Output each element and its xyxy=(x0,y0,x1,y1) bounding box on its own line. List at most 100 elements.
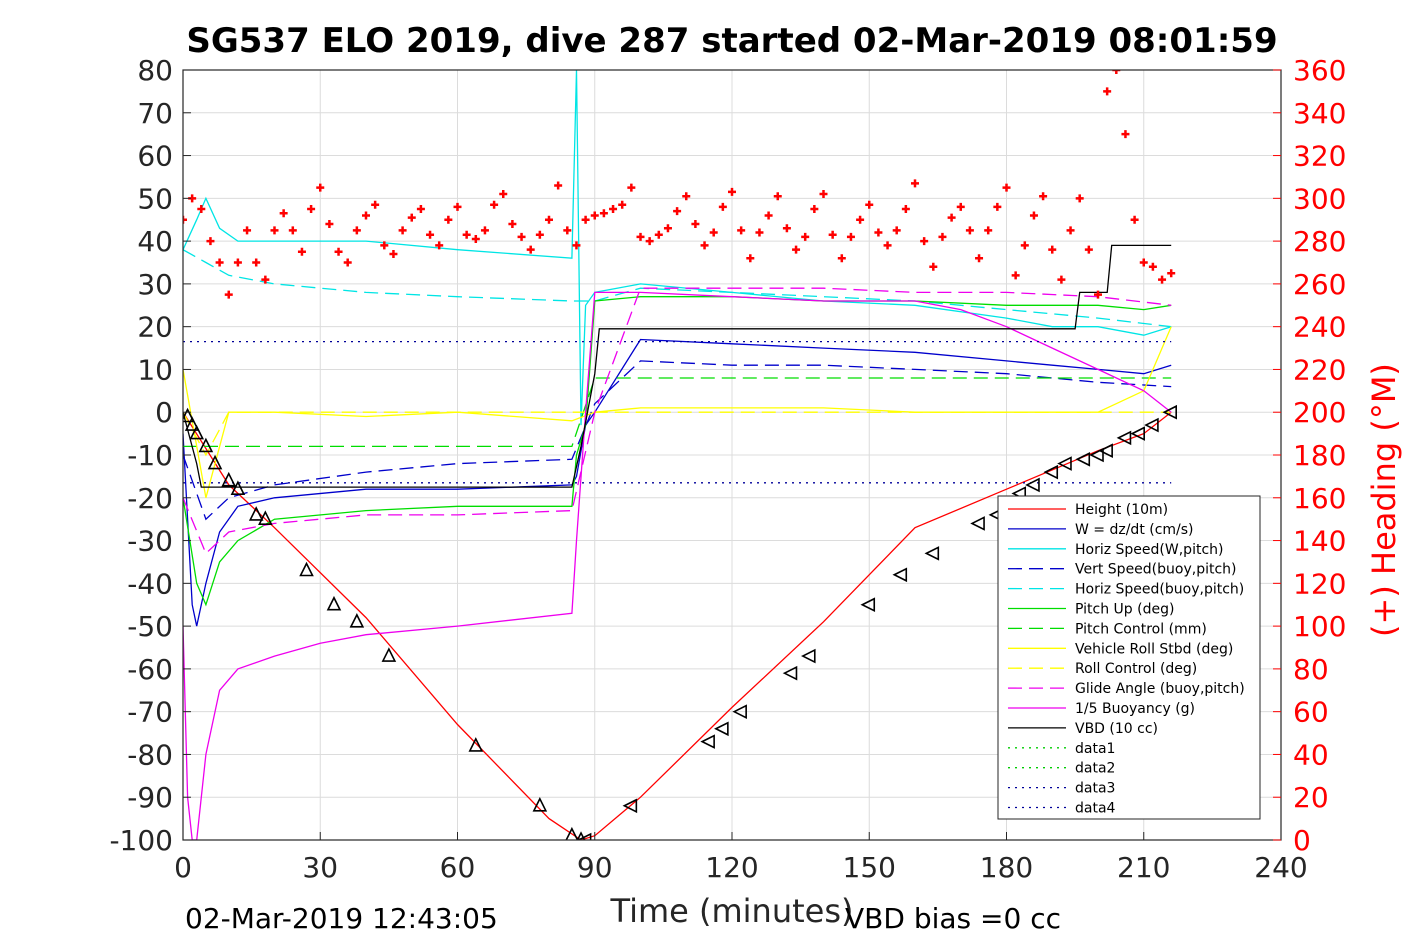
heading-point xyxy=(901,205,910,214)
y-right-tick-label: 320 xyxy=(1293,140,1346,173)
heading-point xyxy=(1020,241,1029,250)
y-tick-label: -90 xyxy=(127,781,173,814)
legend-entry: W = dz/dt (cm/s) xyxy=(1075,522,1194,538)
heading-point xyxy=(792,245,801,254)
marker-ascent xyxy=(576,832,592,840)
heading-point xyxy=(609,205,618,214)
marker-ascent xyxy=(1089,447,1104,463)
heading-point xyxy=(892,226,901,235)
y-tick-label: 30 xyxy=(137,268,173,301)
marker-ascent xyxy=(1043,464,1059,480)
heading-point xyxy=(297,247,306,256)
legend: Height (10m) W = dz/dt (cm/s) Horiz Speed(… xyxy=(997,495,1261,820)
heading-point xyxy=(764,211,773,220)
marker-descent xyxy=(183,407,195,423)
heading-point xyxy=(1094,290,1102,299)
heading-point xyxy=(554,181,563,190)
legend-box xyxy=(997,495,1261,820)
y-tick-label: -50 xyxy=(127,610,173,643)
heading-point xyxy=(874,228,883,237)
heading-point xyxy=(183,215,187,224)
x-tick-label: 180 xyxy=(980,851,1033,884)
heading-point xyxy=(1167,269,1176,278)
marker-descent xyxy=(221,471,237,487)
heading-point xyxy=(1039,192,1048,201)
y-tick-label: 80 xyxy=(137,54,173,87)
y-tick-label: 70 xyxy=(137,97,173,130)
heading-point xyxy=(801,232,810,241)
heading-point xyxy=(1158,275,1167,284)
heading-point xyxy=(993,202,1002,211)
series-horiz-speed-buoy-pitch xyxy=(183,249,1172,328)
y-right-tick-label: 180 xyxy=(1293,439,1346,472)
series-vehicle-roll-stbd-deg xyxy=(183,326,1172,498)
plot-area xyxy=(183,70,1177,840)
heading-point xyxy=(819,190,828,199)
marker-ascent xyxy=(700,734,715,749)
heading-point xyxy=(243,226,252,235)
footer-timestamp: 02-Mar-2019 12:43:05 xyxy=(185,902,498,935)
heading-point xyxy=(1112,70,1121,74)
x-tick-label: 240 xyxy=(1254,851,1307,884)
heading-point xyxy=(215,258,224,267)
y-tick-label: -60 xyxy=(127,653,173,686)
heading-point xyxy=(1029,211,1038,220)
heading-point xyxy=(563,226,572,235)
y-tick-label: -40 xyxy=(127,567,173,600)
heading-point xyxy=(508,220,517,228)
x-tick-label: 120 xyxy=(705,851,758,884)
marker-ascent xyxy=(1098,443,1113,459)
y-tick-label: -100 xyxy=(109,824,173,857)
marker-descent xyxy=(230,480,246,496)
y-tick-label: -70 xyxy=(127,696,173,729)
heading-point xyxy=(352,226,361,235)
legend-entry: data4 xyxy=(1075,801,1116,817)
heading-point xyxy=(426,230,435,239)
heading-point xyxy=(371,200,380,209)
heading-point xyxy=(1075,194,1084,203)
heading-point xyxy=(1084,245,1093,254)
heading-point xyxy=(984,226,993,235)
marker-ascent xyxy=(1025,477,1040,493)
series-layer xyxy=(183,70,1172,840)
y-right-tick-label: 0 xyxy=(1293,824,1311,857)
heading-point xyxy=(700,241,709,250)
series-glide-angle-buoy-pitch xyxy=(183,287,1172,555)
y-right-tick-label: 240 xyxy=(1293,311,1346,344)
heading-point xyxy=(389,249,398,258)
legend-entry: data2 xyxy=(1075,761,1115,777)
heading-point xyxy=(453,202,462,211)
marker-descent xyxy=(189,424,205,440)
marker-ascent xyxy=(860,597,876,613)
x-tick-label: 30 xyxy=(302,851,338,884)
legend-entry: Roll Control (deg) xyxy=(1075,661,1197,677)
heading-point xyxy=(673,207,682,216)
marker-ascent xyxy=(732,704,747,719)
heading-point xyxy=(444,215,453,224)
legend-entry: Horiz Speed(W,pitch) xyxy=(1075,542,1223,558)
legend-entry: Height (10m) xyxy=(1075,502,1168,518)
marker-ascent xyxy=(1144,417,1159,433)
legend-entry: Horiz Speed(buoy,pitch) xyxy=(1075,582,1244,598)
heading-point xyxy=(1048,245,1057,254)
y-tick-label: 10 xyxy=(137,353,173,386)
heading-point xyxy=(599,209,608,218)
marker-descent xyxy=(381,647,397,662)
heading-point xyxy=(645,237,654,246)
x-tick-label: 60 xyxy=(440,851,476,884)
marker-ascent xyxy=(892,567,908,583)
heading-point xyxy=(526,245,535,254)
y-tick-label: -80 xyxy=(127,738,173,771)
heading-point xyxy=(545,215,553,224)
heading-point xyxy=(499,190,508,199)
heading-point xyxy=(480,226,489,235)
marker-ascent xyxy=(1130,426,1145,441)
heading-point xyxy=(224,290,233,299)
heading-point xyxy=(1130,215,1139,224)
marker-ascent xyxy=(1116,430,1132,446)
heading-point xyxy=(975,254,984,263)
heading-point xyxy=(709,228,718,237)
heading-point xyxy=(663,224,672,233)
marker-ascent xyxy=(800,648,816,664)
heading-point xyxy=(316,183,325,192)
